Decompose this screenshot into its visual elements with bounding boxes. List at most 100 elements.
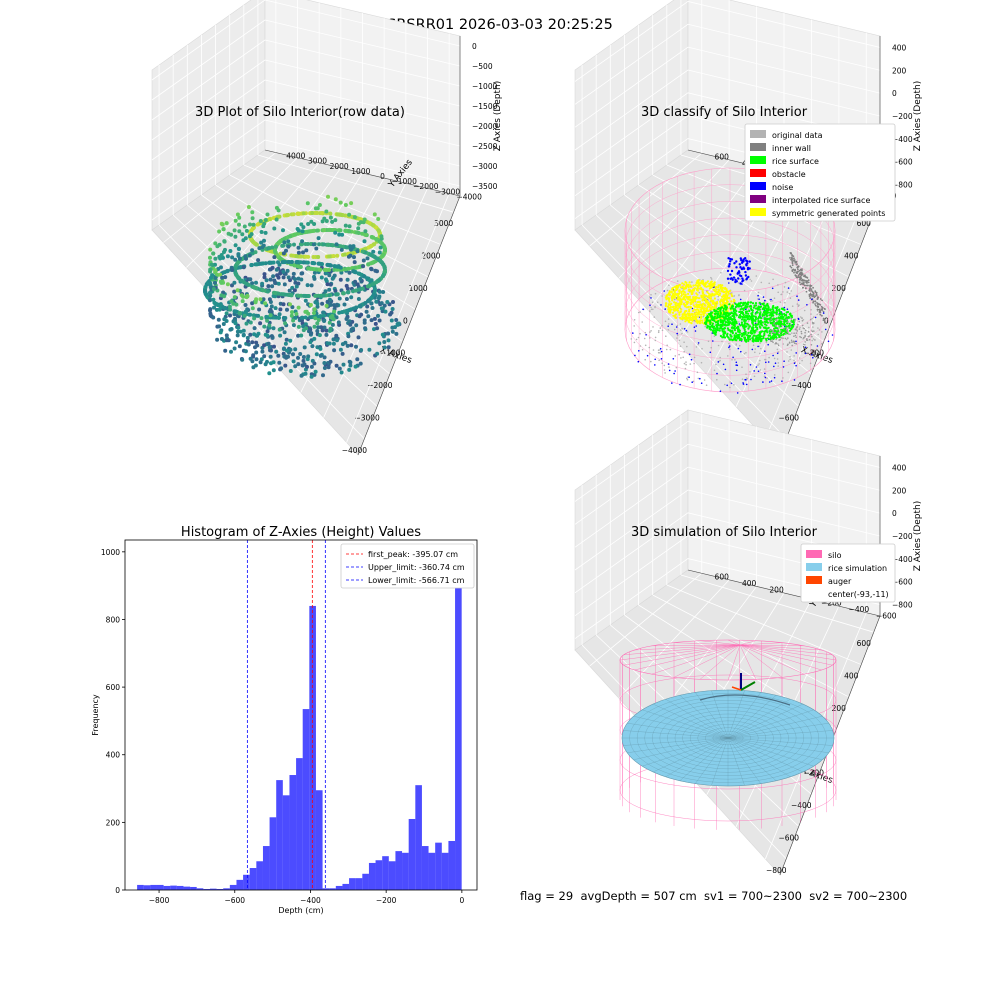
original-data-point bbox=[797, 323, 799, 326]
x-tick-label: −400 bbox=[791, 801, 812, 810]
raw-point bbox=[225, 269, 230, 274]
rice-surface-point bbox=[748, 325, 752, 328]
symmetric-point bbox=[678, 302, 681, 305]
original-data-point bbox=[649, 331, 651, 333]
rice-surface-point bbox=[740, 312, 743, 315]
raw-point bbox=[254, 242, 259, 247]
symmetric-point bbox=[681, 290, 685, 293]
original-data-point bbox=[774, 331, 777, 334]
rice-mesh-line bbox=[727, 737, 777, 781]
symmetric-point bbox=[706, 285, 710, 288]
inner-wall-point bbox=[799, 268, 802, 271]
raw-point bbox=[349, 343, 354, 348]
rice-surface-point bbox=[714, 330, 718, 333]
rice-surface-point bbox=[728, 303, 731, 306]
noise-point bbox=[767, 361, 770, 363]
classify-legend bbox=[744, 123, 896, 222]
raw-point bbox=[339, 270, 344, 275]
raw-point bbox=[337, 232, 342, 237]
noise-point bbox=[812, 356, 814, 359]
raw-point bbox=[252, 326, 257, 331]
rice-mesh-line bbox=[711, 737, 729, 786]
original-data-point bbox=[773, 297, 776, 300]
symmetric-point bbox=[717, 286, 720, 289]
inner-wall-point bbox=[812, 295, 815, 298]
symmetric-point bbox=[681, 285, 684, 288]
original-data-point bbox=[802, 319, 805, 321]
original-data-point bbox=[693, 356, 696, 359]
symmetric-point bbox=[698, 300, 701, 303]
inner-wall-point bbox=[812, 292, 815, 295]
raw-point bbox=[326, 242, 331, 247]
symmetric-point bbox=[711, 301, 714, 304]
y-tick-label: 600 bbox=[715, 152, 730, 161]
inner-wall-point bbox=[816, 303, 819, 306]
original-data-point bbox=[644, 358, 646, 361]
raw-point bbox=[235, 333, 240, 338]
raw-point bbox=[301, 250, 305, 255]
raw-point bbox=[361, 258, 366, 263]
noise-point bbox=[751, 348, 754, 351]
rice-mesh-line bbox=[727, 737, 761, 784]
raw-point bbox=[267, 246, 272, 251]
raw-point bbox=[363, 327, 368, 332]
rice-surface-point bbox=[719, 318, 722, 321]
raw-point bbox=[306, 354, 311, 359]
symmetric-point bbox=[676, 286, 680, 289]
raw-point bbox=[288, 234, 293, 239]
noise-point bbox=[749, 364, 752, 366]
original-data-point bbox=[769, 320, 771, 322]
x-tick-label: −2000 bbox=[367, 381, 393, 390]
legend-label: noise bbox=[772, 183, 793, 192]
inner-wall-point bbox=[804, 287, 807, 290]
rice-surface-point bbox=[734, 338, 737, 341]
raw-point bbox=[217, 242, 222, 247]
symmetric-point bbox=[732, 300, 736, 303]
raw-point bbox=[312, 270, 317, 275]
raw-point bbox=[235, 288, 240, 293]
inner-wall-point bbox=[805, 281, 807, 284]
noise-point bbox=[679, 383, 681, 386]
rice-surface-point bbox=[714, 321, 718, 324]
noise-point bbox=[742, 382, 744, 384]
rice-surface-point bbox=[737, 303, 740, 306]
raw-point bbox=[318, 346, 323, 351]
rice-surface-point bbox=[755, 335, 758, 338]
raw-point bbox=[337, 366, 342, 371]
rice-surface-point bbox=[768, 314, 771, 317]
symmetric-point bbox=[707, 301, 710, 304]
raw-point bbox=[316, 236, 321, 241]
noise-point bbox=[634, 354, 636, 357]
z-grid-line bbox=[151, 0, 461, 81]
original-data-point bbox=[759, 369, 762, 371]
raw-point bbox=[381, 290, 386, 294]
rice-surface-point bbox=[772, 309, 775, 312]
original-data-point bbox=[795, 336, 797, 339]
raw-point bbox=[315, 304, 320, 309]
raw-point bbox=[217, 229, 222, 234]
inner-wall-point bbox=[810, 288, 813, 290]
histogram-bar bbox=[395, 851, 403, 890]
original-data-point bbox=[779, 331, 781, 333]
figure-title: SRSRR01 2026-03-03 20:25:25 bbox=[387, 17, 613, 33]
raw-point bbox=[296, 355, 300, 360]
symmetric-point bbox=[676, 298, 679, 301]
raw-point bbox=[298, 265, 303, 269]
silo-wire-roof bbox=[634, 644, 741, 651]
raw-point bbox=[266, 341, 271, 346]
inner-wall-point bbox=[812, 286, 814, 289]
y-tick-label: 600 bbox=[715, 572, 730, 581]
inner-wall-point bbox=[814, 300, 817, 303]
noise-point bbox=[757, 294, 759, 297]
raw-point bbox=[249, 263, 254, 267]
raw-point bbox=[265, 318, 270, 323]
raw-point bbox=[394, 318, 399, 322]
noise-point bbox=[783, 360, 785, 363]
raw-point bbox=[309, 331, 314, 336]
symmetric-point bbox=[684, 305, 687, 308]
rice-surface-point bbox=[722, 309, 725, 312]
raw-point bbox=[338, 265, 343, 270]
symmetric-point bbox=[688, 308, 691, 311]
silo-wire-roof bbox=[739, 644, 822, 651]
symmetric-point bbox=[692, 296, 695, 299]
